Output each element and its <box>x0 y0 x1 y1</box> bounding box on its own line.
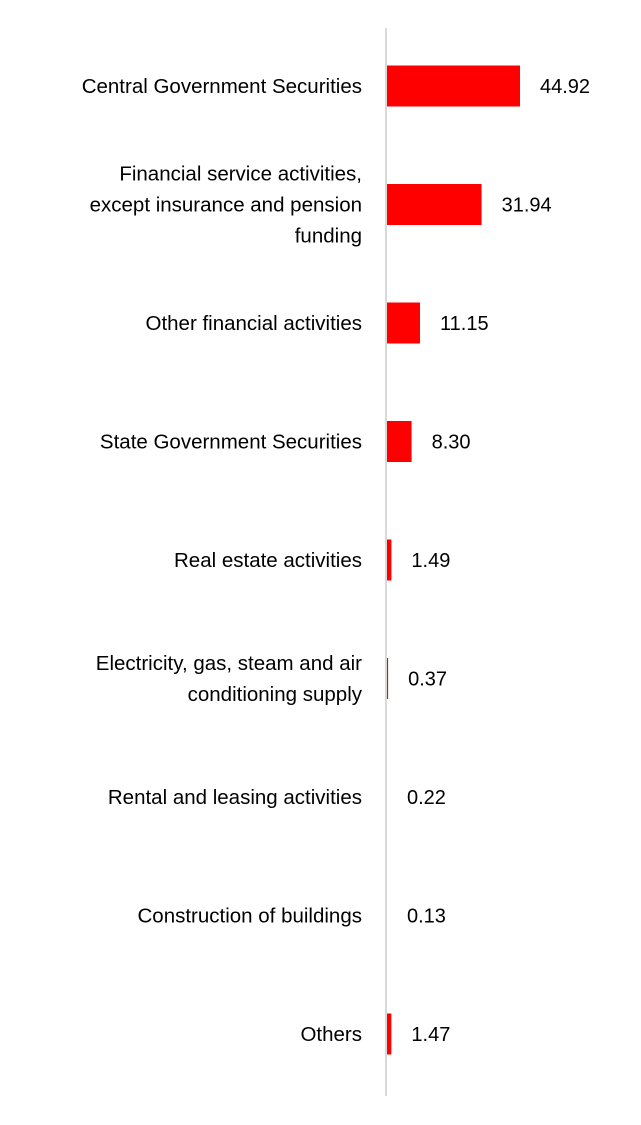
category-label-1: Financial service activities, except insu… <box>90 163 362 248</box>
category-label-7: Construction of buildings <box>138 905 363 928</box>
bar-3 <box>387 421 412 462</box>
bar-0 <box>387 65 520 107</box>
bar-5 <box>387 658 389 699</box>
value-label-4: 1.49 <box>411 550 450 572</box>
bar-8 <box>387 1013 392 1055</box>
category-label-line: except insurance and pension <box>90 194 362 217</box>
category-labels-group: Central Government Securities Financial s… <box>82 75 363 1046</box>
bars-group <box>387 65 520 1055</box>
category-label-line: Rental and leasing activities <box>108 786 362 809</box>
value-label-6: 0.22 <box>407 787 446 809</box>
category-label-line: Real estate activities <box>174 549 362 572</box>
category-label-4: Real estate activities <box>174 549 362 572</box>
category-label-line: Financial service activities, <box>119 163 362 186</box>
category-label-8: Others <box>300 1023 362 1046</box>
category-label-line: Central Government Securities <box>82 75 362 98</box>
value-labels-group: 44.92 31.94 11.15 8.30 1.49 0.37 0.22 0.13 1.47 <box>407 76 590 1046</box>
category-label-line: conditioning supply <box>188 683 363 706</box>
category-label-5: Electricity, gas, steam and air condition… <box>96 652 363 706</box>
value-label-0: 44.92 <box>540 76 590 98</box>
value-label-5: 0.37 <box>408 669 447 691</box>
category-label-0: Central Government Securities <box>82 75 362 98</box>
value-label-3: 8.30 <box>432 432 471 454</box>
value-label-8: 1.47 <box>411 1024 450 1046</box>
category-label-line: Construction of buildings <box>138 905 363 928</box>
value-label-1: 31.94 <box>502 195 552 217</box>
category-label-line: Other financial activities <box>146 312 362 335</box>
category-label-line: funding <box>295 225 362 248</box>
value-label-7: 0.13 <box>407 906 446 928</box>
category-label-line: Electricity, gas, steam and air <box>96 652 362 675</box>
category-label-line: Others <box>300 1023 362 1046</box>
category-label-6: Rental and leasing activities <box>108 786 362 809</box>
category-label-2: Other financial activities <box>146 312 362 335</box>
bar-1 <box>387 184 482 225</box>
category-label-line: State Government Securities <box>100 431 362 454</box>
bar-2 <box>387 302 421 344</box>
category-label-3: State Government Securities <box>100 431 362 454</box>
bar-4 <box>387 539 392 581</box>
value-label-2: 11.15 <box>440 313 489 335</box>
